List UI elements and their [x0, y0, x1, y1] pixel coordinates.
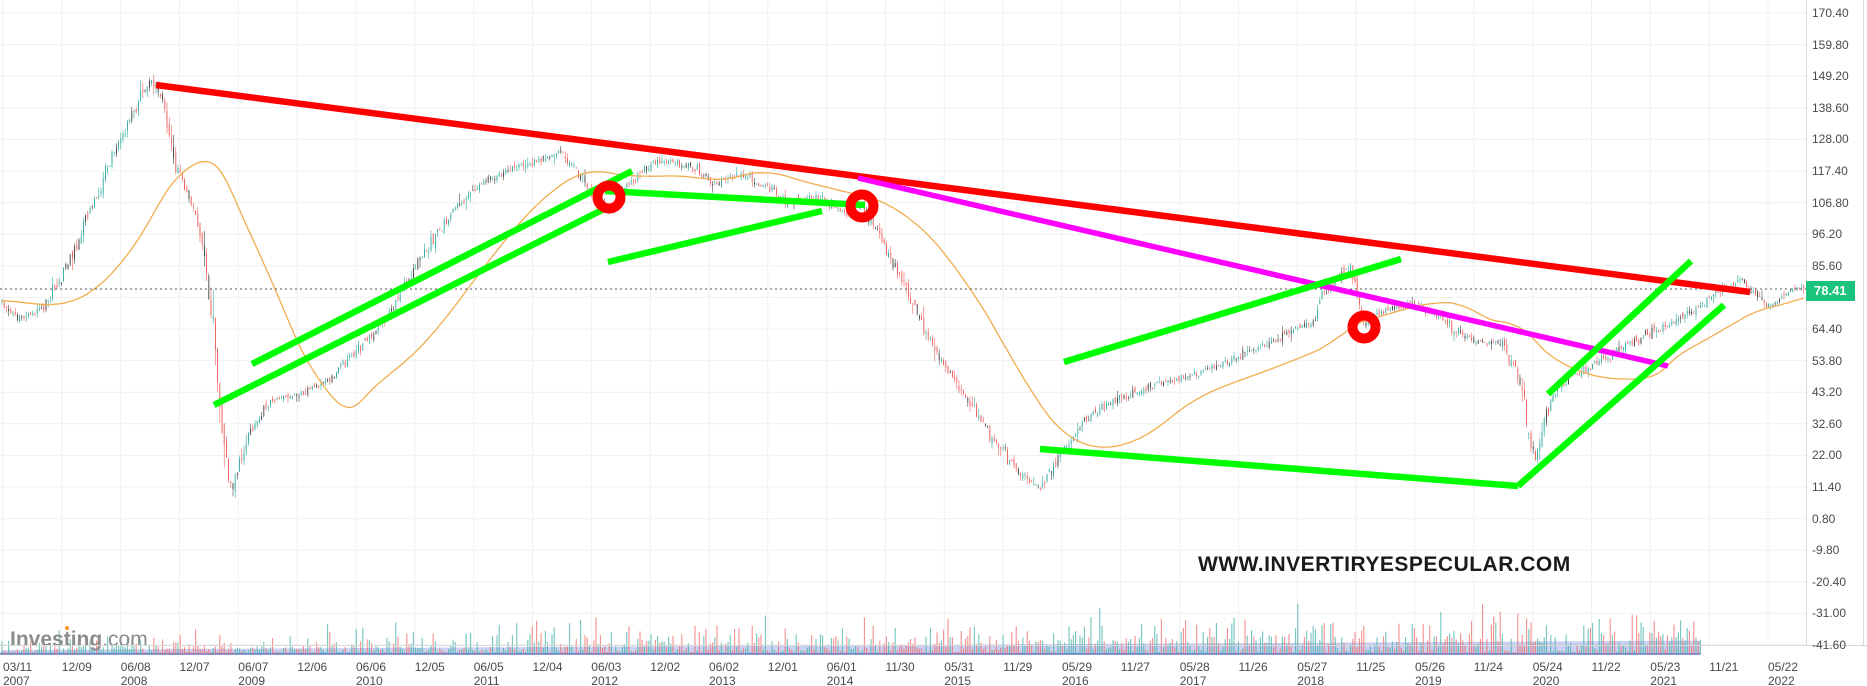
svg-text:Investing.com: Investing.com	[10, 628, 148, 651]
